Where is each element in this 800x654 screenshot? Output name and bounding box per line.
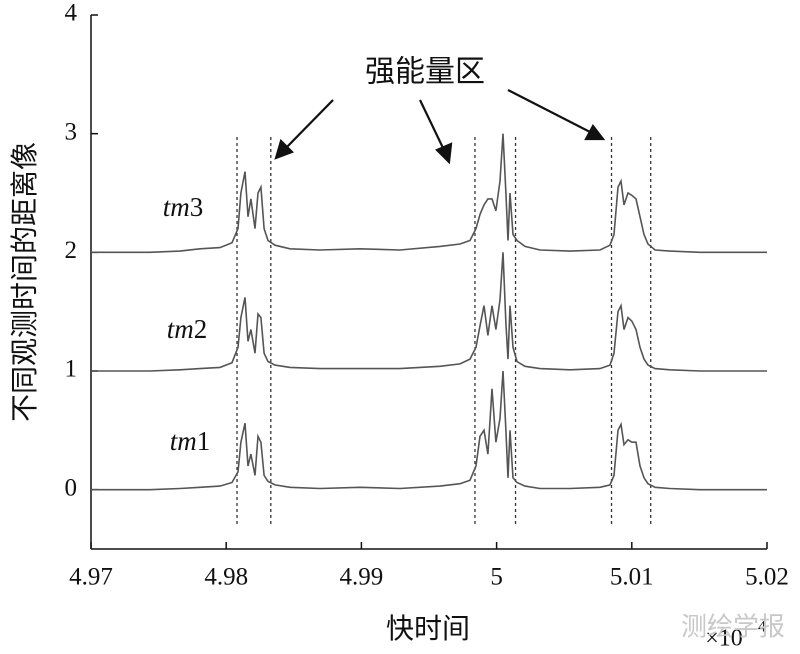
series-label: tm3: [163, 192, 204, 222]
series-label: tm2: [167, 314, 208, 344]
y-tick-label: 0: [65, 474, 78, 501]
arrow: [283, 99, 334, 151]
x-multiplier: ×10: [705, 626, 743, 652]
arrow: [507, 89, 593, 134]
arrowhead: [584, 123, 606, 141]
x-tick-label: 4.97: [69, 564, 113, 591]
x-tick-label: 5.02: [745, 564, 789, 591]
x-tick-label: 4.99: [340, 564, 384, 591]
series-label: tm1: [170, 426, 211, 456]
series-line: [91, 370, 767, 491]
y-tick-label: 1: [65, 356, 78, 383]
arrowhead: [274, 138, 294, 160]
y-tick-label: 2: [65, 237, 78, 264]
x-tick-label: 4.98: [204, 564, 248, 591]
series-line: [91, 252, 767, 372]
x-tick-label: 5: [490, 564, 503, 591]
x-tick-label: 5.01: [610, 564, 654, 591]
arrow: [419, 99, 445, 151]
y-axis-label: 不同观测时间的距离像: [8, 142, 41, 422]
series-line: [91, 133, 767, 254]
x-axis-label: 快时间: [386, 612, 470, 645]
annotation: 强能量区: [365, 55, 485, 90]
arrows: [274, 89, 606, 165]
watermark: 测绘学报: [681, 613, 785, 643]
y-tick-label: 4: [65, 0, 78, 27]
y-tick-label: 3: [65, 118, 78, 145]
arrowhead: [435, 142, 453, 165]
x-multiplier-power: 4: [758, 619, 766, 636]
